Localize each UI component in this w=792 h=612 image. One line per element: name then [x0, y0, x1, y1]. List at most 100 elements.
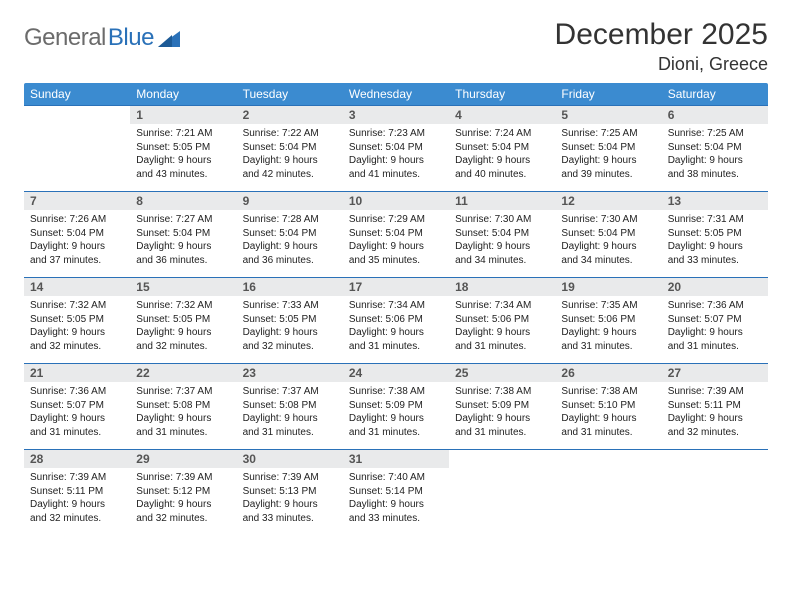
location: Dioni, Greece	[555, 54, 768, 75]
day-details: Sunrise: 7:38 AMSunset: 5:09 PMDaylight:…	[343, 382, 449, 449]
day-cell: 4Sunrise: 7:24 AMSunset: 5:04 PMDaylight…	[449, 106, 555, 192]
day-details: Sunrise: 7:38 AMSunset: 5:10 PMDaylight:…	[555, 382, 661, 449]
day-details: Sunrise: 7:28 AMSunset: 5:04 PMDaylight:…	[237, 210, 343, 277]
day-cell: 16Sunrise: 7:33 AMSunset: 5:05 PMDayligh…	[237, 278, 343, 364]
weekday-friday: Friday	[555, 83, 661, 106]
day-number: 24	[343, 364, 449, 382]
day-number: 11	[449, 192, 555, 210]
day-number: 21	[24, 364, 130, 382]
day-cell: 30Sunrise: 7:39 AMSunset: 5:13 PMDayligh…	[237, 450, 343, 536]
day-cell: 9Sunrise: 7:28 AMSunset: 5:04 PMDaylight…	[237, 192, 343, 278]
day-details: Sunrise: 7:27 AMSunset: 5:04 PMDaylight:…	[130, 210, 236, 277]
day-number: 3	[343, 106, 449, 124]
day-details: Sunrise: 7:39 AMSunset: 5:13 PMDaylight:…	[237, 468, 343, 535]
day-details: Sunrise: 7:34 AMSunset: 5:06 PMDaylight:…	[343, 296, 449, 363]
day-cell: 23Sunrise: 7:37 AMSunset: 5:08 PMDayligh…	[237, 364, 343, 450]
weekday-thursday: Thursday	[449, 83, 555, 106]
day-cell: 28Sunrise: 7:39 AMSunset: 5:11 PMDayligh…	[24, 450, 130, 536]
day-number: 7	[24, 192, 130, 210]
day-details: Sunrise: 7:21 AMSunset: 5:05 PMDaylight:…	[130, 124, 236, 191]
calendar-head: SundayMondayTuesdayWednesdayThursdayFrid…	[24, 83, 768, 106]
day-cell: 5Sunrise: 7:25 AMSunset: 5:04 PMDaylight…	[555, 106, 661, 192]
day-number: 16	[237, 278, 343, 296]
day-number: 1	[130, 106, 236, 124]
weekday-wednesday: Wednesday	[343, 83, 449, 106]
day-cell: 1Sunrise: 7:21 AMSunset: 5:05 PMDaylight…	[130, 106, 236, 192]
weekday-monday: Monday	[130, 83, 236, 106]
day-details: Sunrise: 7:23 AMSunset: 5:04 PMDaylight:…	[343, 124, 449, 191]
day-cell: 10Sunrise: 7:29 AMSunset: 5:04 PMDayligh…	[343, 192, 449, 278]
day-details: Sunrise: 7:25 AMSunset: 5:04 PMDaylight:…	[662, 124, 768, 191]
table-row: 14Sunrise: 7:32 AMSunset: 5:05 PMDayligh…	[24, 278, 768, 364]
day-cell: 17Sunrise: 7:34 AMSunset: 5:06 PMDayligh…	[343, 278, 449, 364]
day-number: 14	[24, 278, 130, 296]
day-cell: 31Sunrise: 7:40 AMSunset: 5:14 PMDayligh…	[343, 450, 449, 536]
day-cell	[555, 450, 661, 536]
day-details: Sunrise: 7:33 AMSunset: 5:05 PMDaylight:…	[237, 296, 343, 363]
header: General Blue December 2025 Dioni, Greece	[24, 18, 768, 75]
day-number: 2	[237, 106, 343, 124]
day-number: 29	[130, 450, 236, 468]
day-number: 26	[555, 364, 661, 382]
day-details: Sunrise: 7:37 AMSunset: 5:08 PMDaylight:…	[130, 382, 236, 449]
day-details: Sunrise: 7:25 AMSunset: 5:04 PMDaylight:…	[555, 124, 661, 191]
day-number: 6	[662, 106, 768, 124]
day-number: 27	[662, 364, 768, 382]
day-cell: 25Sunrise: 7:38 AMSunset: 5:09 PMDayligh…	[449, 364, 555, 450]
day-number: 12	[555, 192, 661, 210]
weekday-saturday: Saturday	[662, 83, 768, 106]
brand-triangle-icon	[158, 29, 180, 47]
day-cell: 29Sunrise: 7:39 AMSunset: 5:12 PMDayligh…	[130, 450, 236, 536]
day-number: 28	[24, 450, 130, 468]
day-cell: 27Sunrise: 7:39 AMSunset: 5:11 PMDayligh…	[662, 364, 768, 450]
day-number: 20	[662, 278, 768, 296]
day-cell: 14Sunrise: 7:32 AMSunset: 5:05 PMDayligh…	[24, 278, 130, 364]
day-number: 9	[237, 192, 343, 210]
weekday-row: SundayMondayTuesdayWednesdayThursdayFrid…	[24, 83, 768, 106]
day-cell: 12Sunrise: 7:30 AMSunset: 5:04 PMDayligh…	[555, 192, 661, 278]
day-details: Sunrise: 7:30 AMSunset: 5:04 PMDaylight:…	[555, 210, 661, 277]
day-cell	[24, 106, 130, 192]
day-number: 13	[662, 192, 768, 210]
day-number: 10	[343, 192, 449, 210]
day-details: Sunrise: 7:30 AMSunset: 5:04 PMDaylight:…	[449, 210, 555, 277]
day-number: 23	[237, 364, 343, 382]
calendar-body: 1Sunrise: 7:21 AMSunset: 5:05 PMDaylight…	[24, 106, 768, 536]
brand-logo: General Blue	[24, 18, 180, 52]
table-row: 28Sunrise: 7:39 AMSunset: 5:11 PMDayligh…	[24, 450, 768, 536]
day-cell: 26Sunrise: 7:38 AMSunset: 5:10 PMDayligh…	[555, 364, 661, 450]
day-details: Sunrise: 7:36 AMSunset: 5:07 PMDaylight:…	[662, 296, 768, 363]
day-details: Sunrise: 7:24 AMSunset: 5:04 PMDaylight:…	[449, 124, 555, 191]
day-number: 15	[130, 278, 236, 296]
weekday-sunday: Sunday	[24, 83, 130, 106]
day-details: Sunrise: 7:39 AMSunset: 5:11 PMDaylight:…	[662, 382, 768, 449]
day-cell	[449, 450, 555, 536]
table-row: 1Sunrise: 7:21 AMSunset: 5:05 PMDaylight…	[24, 106, 768, 192]
day-details: Sunrise: 7:36 AMSunset: 5:07 PMDaylight:…	[24, 382, 130, 449]
day-number: 17	[343, 278, 449, 296]
calendar-page: General Blue December 2025 Dioni, Greece…	[0, 0, 792, 545]
day-cell: 19Sunrise: 7:35 AMSunset: 5:06 PMDayligh…	[555, 278, 661, 364]
brand-part2: Blue	[108, 24, 154, 52]
day-details: Sunrise: 7:37 AMSunset: 5:08 PMDaylight:…	[237, 382, 343, 449]
day-cell: 13Sunrise: 7:31 AMSunset: 5:05 PMDayligh…	[662, 192, 768, 278]
weekday-tuesday: Tuesday	[237, 83, 343, 106]
day-details: Sunrise: 7:29 AMSunset: 5:04 PMDaylight:…	[343, 210, 449, 277]
day-cell: 24Sunrise: 7:38 AMSunset: 5:09 PMDayligh…	[343, 364, 449, 450]
brand-part1: General	[24, 24, 106, 52]
calendar-table: SundayMondayTuesdayWednesdayThursdayFrid…	[24, 83, 768, 535]
day-cell: 8Sunrise: 7:27 AMSunset: 5:04 PMDaylight…	[130, 192, 236, 278]
day-number: 30	[237, 450, 343, 468]
day-cell: 21Sunrise: 7:36 AMSunset: 5:07 PMDayligh…	[24, 364, 130, 450]
day-details: Sunrise: 7:32 AMSunset: 5:05 PMDaylight:…	[130, 296, 236, 363]
day-details: Sunrise: 7:35 AMSunset: 5:06 PMDaylight:…	[555, 296, 661, 363]
day-number: 22	[130, 364, 236, 382]
title-block: December 2025 Dioni, Greece	[555, 18, 768, 75]
day-number: 5	[555, 106, 661, 124]
day-details: Sunrise: 7:26 AMSunset: 5:04 PMDaylight:…	[24, 210, 130, 277]
day-number: 25	[449, 364, 555, 382]
day-cell: 2Sunrise: 7:22 AMSunset: 5:04 PMDaylight…	[237, 106, 343, 192]
day-details: Sunrise: 7:38 AMSunset: 5:09 PMDaylight:…	[449, 382, 555, 449]
day-number: 19	[555, 278, 661, 296]
table-row: 21Sunrise: 7:36 AMSunset: 5:07 PMDayligh…	[24, 364, 768, 450]
